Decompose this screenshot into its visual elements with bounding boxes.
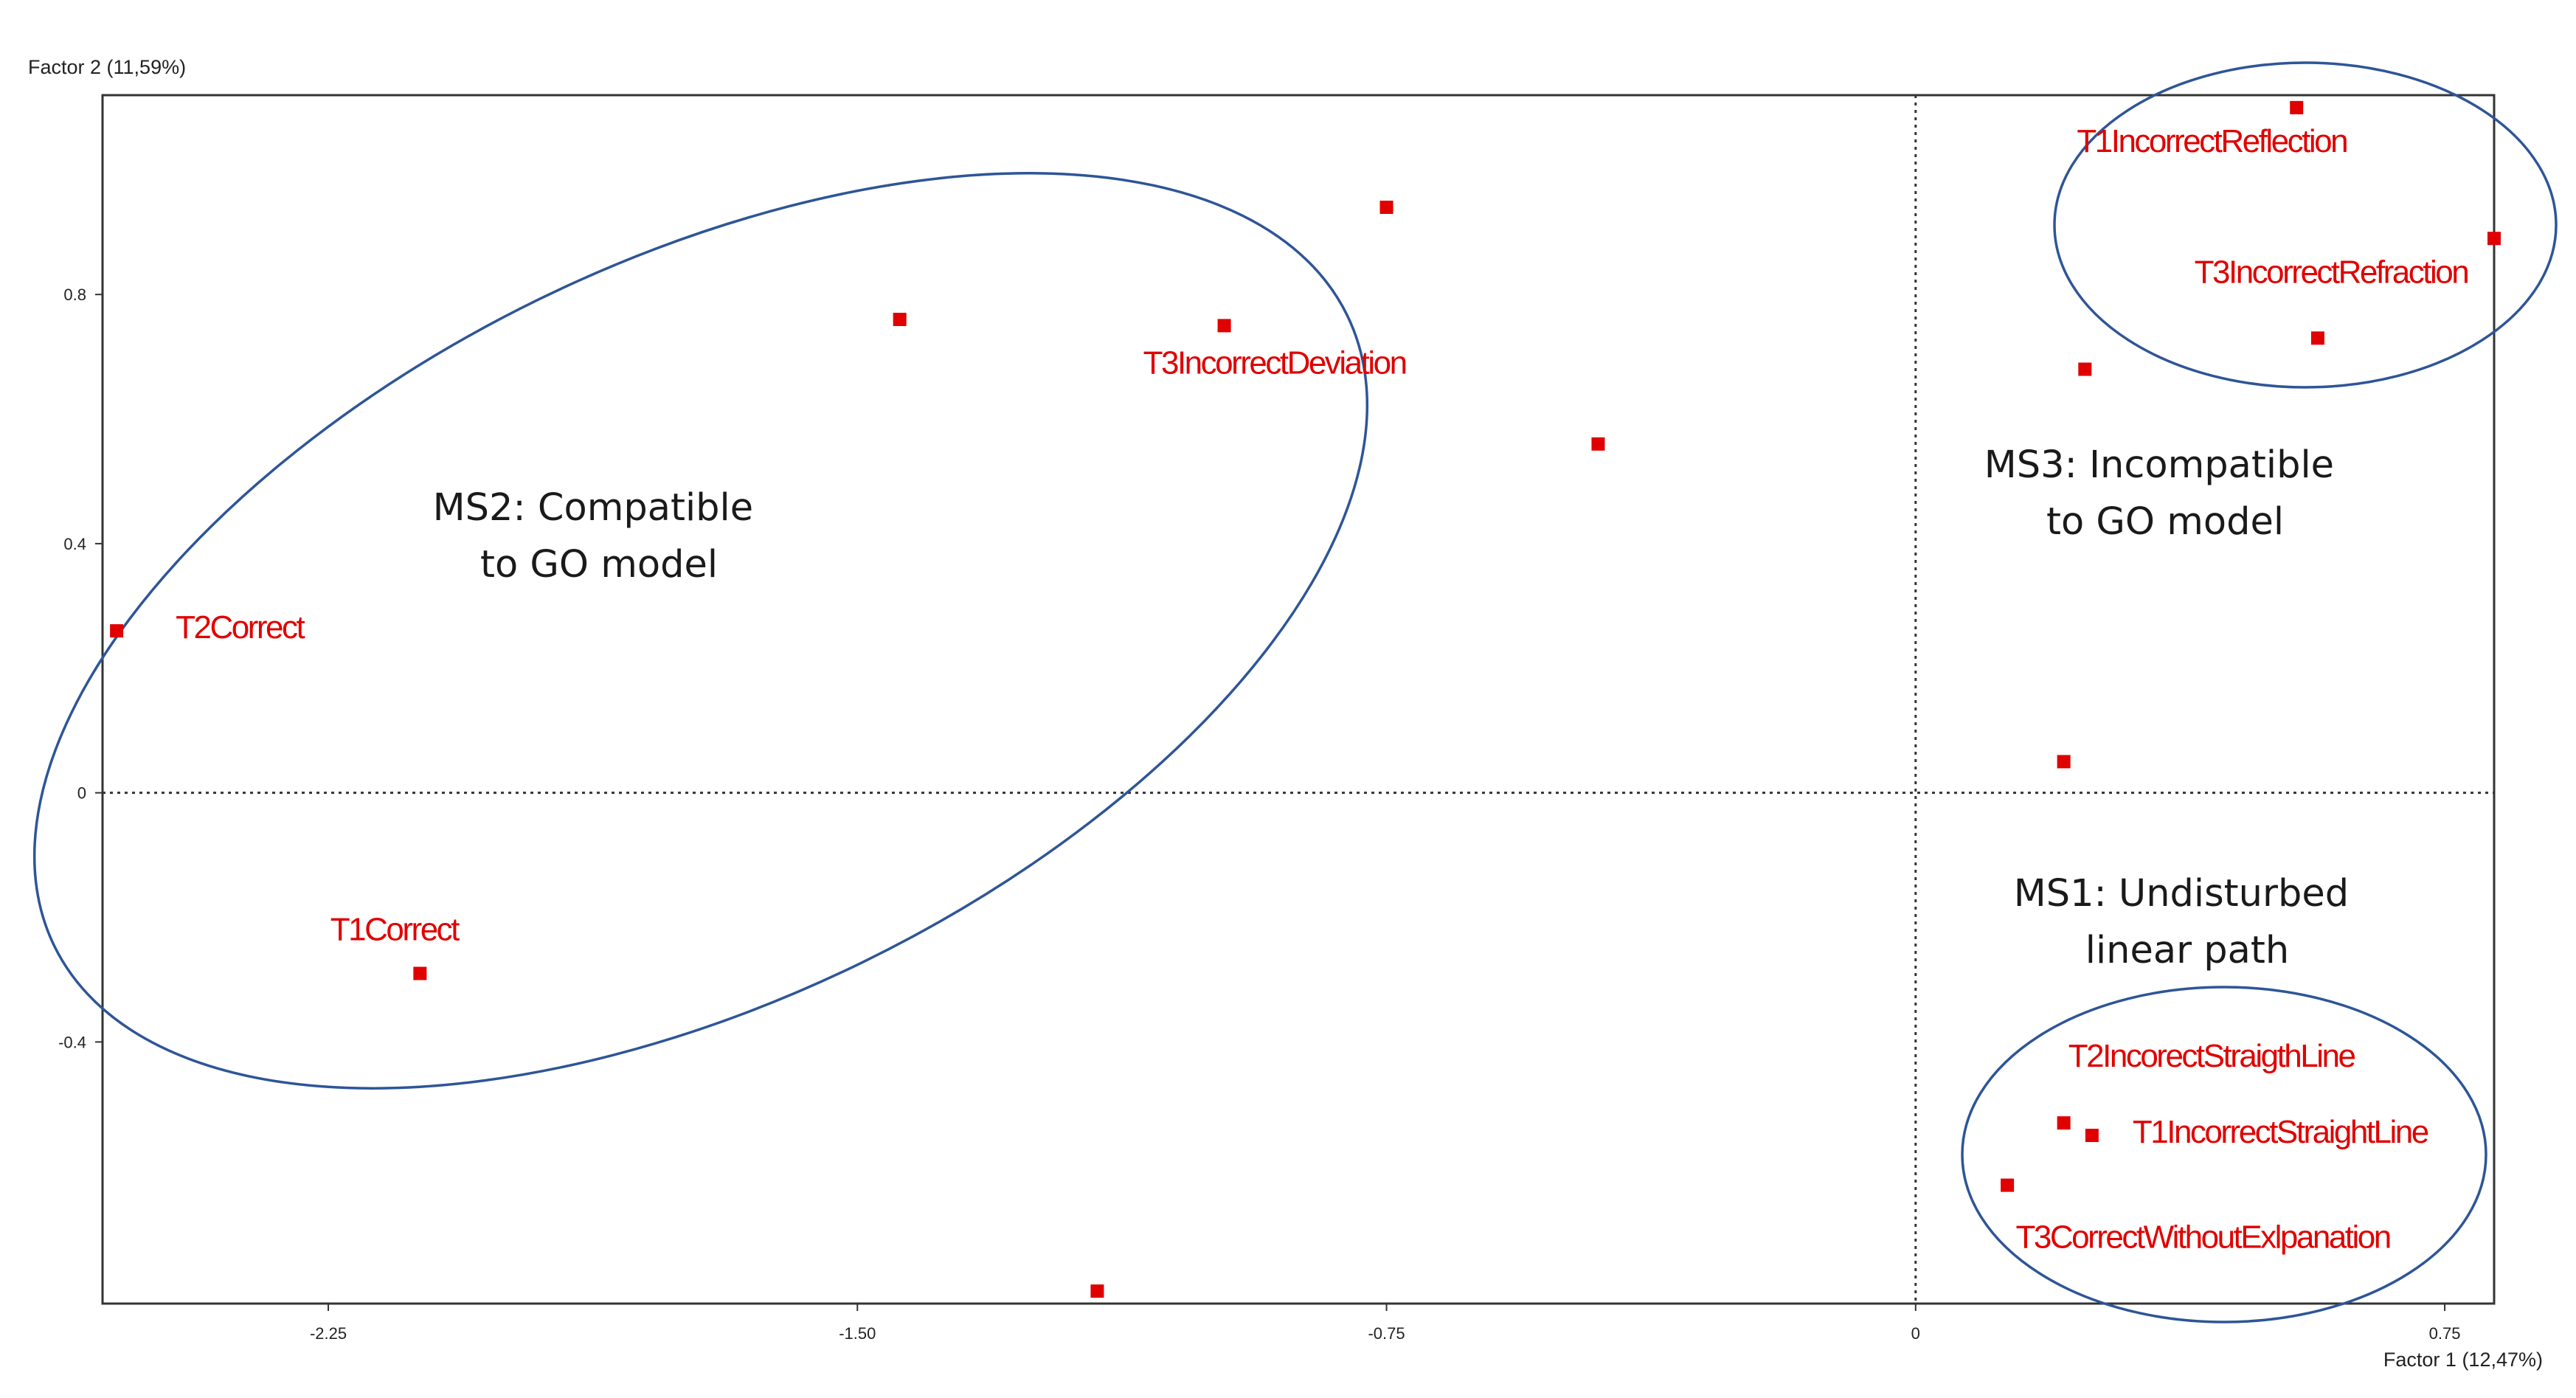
y-tick-label: -0.4	[58, 1033, 86, 1051]
y-tick-label: 0	[77, 784, 86, 803]
cluster-outlines	[32, 61, 2558, 1323]
ms3-cluster-ellipse	[2053, 61, 2558, 389]
data-point	[2085, 1129, 2099, 1143]
y-tick-label: 0.4	[63, 535, 86, 553]
x-axis-title: Factor 1 (12,47%)	[2383, 1349, 2543, 1371]
point-label: T3IncorrectDeviation	[1143, 345, 1406, 381]
x-tick-label: 0	[1911, 1324, 1920, 1343]
data-point	[2290, 100, 2304, 114]
data-point	[1217, 319, 1231, 333]
point-label: T3IncorrectRefraction	[2195, 254, 2468, 290]
ms1-cluster-ellipse	[1961, 986, 2487, 1323]
data-point	[2487, 232, 2501, 246]
data-point	[1591, 437, 1605, 451]
x-tick-label: -0.75	[1368, 1324, 1405, 1343]
y-axis-title: Factor 2 (11,59%)	[28, 56, 186, 78]
group-label-ms3: MS3: Incompatible to GO model	[1984, 443, 2346, 544]
x-tick-label: -1.50	[839, 1324, 876, 1343]
plot-frame	[101, 94, 2496, 1305]
point-label: T2Correct	[176, 609, 305, 646]
x-axis-ticks: -2.25 -1.50 -0.75 0 0.75	[310, 1304, 2461, 1343]
group-label-ms1: MS1: Undisturbed linear path	[2014, 872, 2361, 972]
ms2-cluster-ellipse	[32, 172, 1369, 1090]
x-tick-label: -2.25	[310, 1324, 347, 1343]
point-label: T2IncorectStraigthLine	[2068, 1038, 2355, 1074]
point-label: T1IncorrectReflection	[2077, 123, 2347, 159]
x-tick-label: 0.75	[2429, 1324, 2461, 1343]
data-point	[413, 966, 427, 980]
data-point	[2078, 362, 2092, 376]
data-point	[893, 312, 907, 326]
data-points	[110, 100, 2501, 1298]
point-labels: T1IncorrectReflection T3IncorrectRefracti…	[176, 123, 2470, 1256]
reference-lines	[103, 95, 2494, 1304]
data-point	[2001, 1178, 2015, 1192]
point-label: T1IncorrectStraightLine	[2133, 1114, 2428, 1150]
point-label: T3CorrectWithoutExlpanation	[2016, 1219, 2390, 1256]
y-axis-ticks: 0.8 0.4 0 -0.4	[58, 286, 103, 1051]
data-point	[1379, 200, 1393, 214]
point-label: T1Correct	[330, 912, 460, 948]
data-point	[2057, 1116, 2071, 1130]
data-point	[110, 624, 124, 638]
data-point	[2057, 755, 2071, 769]
group-label-ms2: MS2: Compatible to GO model	[433, 486, 766, 586]
data-point	[2310, 331, 2324, 345]
data-point	[1090, 1284, 1104, 1298]
y-tick-label: 0.8	[63, 286, 86, 304]
